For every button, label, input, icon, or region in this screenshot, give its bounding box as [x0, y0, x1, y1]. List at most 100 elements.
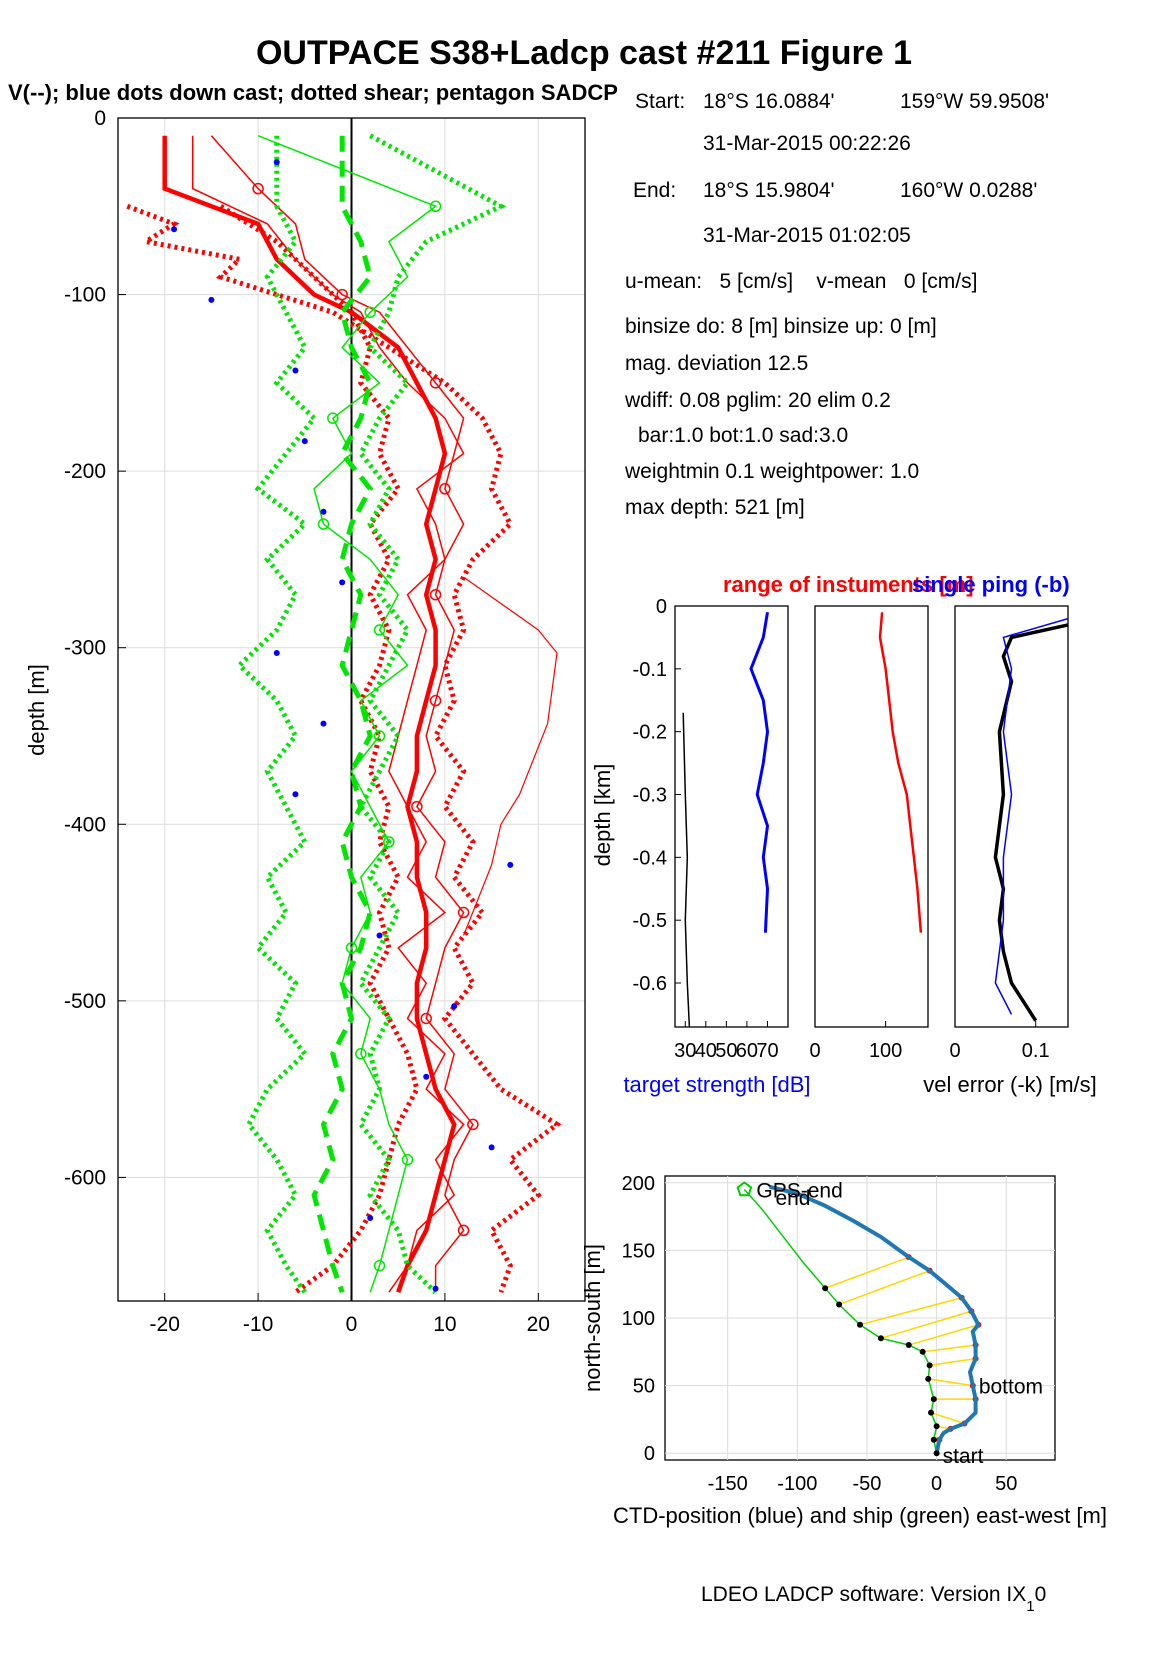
weights-bar: bar:1.0 bot:1.0 sad:3.0	[638, 424, 848, 447]
link-line	[922, 1344, 976, 1353]
sadcp-pentagon	[401, 1153, 414, 1166]
panel-series	[682, 712, 691, 1028]
series-u-thin-1	[191, 135, 465, 1293]
blue-dot	[423, 1073, 430, 1080]
panel-ytick-label: -0.2	[633, 722, 667, 744]
blue-dot	[208, 296, 215, 303]
main-ytick-label: -600	[64, 1166, 106, 1189]
blue-dot	[376, 932, 383, 939]
panel-xtick-label: 100	[869, 1040, 902, 1062]
pos-xtick-label: -50	[853, 1473, 882, 1495]
main-xtick-label: -20	[150, 1313, 180, 1336]
panel-ytick-label: -0.5	[633, 910, 667, 932]
series-v-thin	[257, 135, 438, 1293]
link-line	[929, 1357, 976, 1367]
figure-subtitle: V(--); blue dots down cast; dotted shear…	[8, 80, 618, 105]
panel-xtick-label: 60	[736, 1040, 758, 1062]
blue-dot	[171, 226, 178, 233]
blue-dot	[273, 159, 280, 166]
ve-xlabel: vel error (-k) [m/s]	[923, 1072, 1097, 1097]
pos-xtick-label: -100	[777, 1473, 817, 1495]
sadcp-pentagon	[467, 1118, 479, 1131]
series-u-dotted-1	[126, 203, 562, 1294]
panel-series	[994, 617, 1069, 1015]
panel-ytick-label: -0.4	[633, 847, 667, 869]
blue-dot	[507, 861, 514, 868]
ship-marker	[877, 1335, 884, 1342]
main-ytick-label: 0	[94, 107, 106, 130]
ship-marker	[919, 1348, 926, 1355]
ship-marker	[928, 1409, 935, 1416]
main-ytick-label: -300	[64, 637, 106, 660]
pos-ytick-label: 0	[644, 1443, 655, 1465]
start-time: 31-Mar-2015 00:22:26	[703, 132, 911, 155]
range-series	[878, 612, 923, 933]
ve-title: single ping (-b)	[912, 572, 1070, 597]
start-label: Start:	[635, 90, 685, 113]
panel-xtick-label: 30	[674, 1040, 696, 1062]
end-label: End:	[633, 179, 676, 202]
pos-ylabel: north-south [m]	[580, 1244, 605, 1392]
blue-dot	[367, 1215, 374, 1222]
blue-dot	[488, 1144, 495, 1151]
sadcp-pentagon	[317, 518, 330, 530]
panel-xtick-label: 50	[715, 1040, 737, 1062]
wdiff: wdiff: 0.08 pglim: 20 elim 0.2	[624, 389, 891, 412]
panel-xtick-label: 40	[695, 1040, 717, 1062]
sadcp-pentagon	[373, 1259, 386, 1272]
sadcp-pentagon	[457, 1224, 470, 1237]
footer-text: LDEO LADCP software: Version IX	[701, 1583, 1026, 1606]
pos-ytick-label: 50	[633, 1376, 655, 1398]
panel-ytick-label: -0.6	[633, 973, 667, 995]
ship-marker	[926, 1362, 933, 1369]
pos-ytick-label: 150	[622, 1240, 655, 1262]
main-xtick-label: 10	[433, 1313, 456, 1336]
sadcp-pentagon	[429, 200, 442, 213]
end-label: end	[775, 1187, 810, 1210]
start-label: start	[943, 1445, 984, 1468]
sadcp-pentagon	[355, 1048, 367, 1060]
pos-xlabel: CTD-position (blue) and ship (green) eas…	[613, 1503, 1107, 1528]
link-line	[908, 1324, 979, 1346]
range-ticks: 0 100	[809, 1021, 902, 1062]
link-line	[930, 1411, 965, 1425]
footer-tail: 0	[1035, 1583, 1047, 1606]
mag-deviation: mag. deviation 12.5	[625, 352, 808, 375]
panel-series	[749, 612, 770, 933]
end-lon: 160°W 0.0288'	[900, 179, 1037, 202]
panel-ytick-label: 0	[656, 596, 667, 618]
sadcp-pentagon	[364, 306, 376, 318]
main-ytick-label: -100	[64, 284, 106, 307]
start-lat: 18°S 16.0884'	[703, 90, 835, 113]
sadcp-pentagon	[429, 694, 442, 707]
sadcp-pentagon	[439, 483, 451, 495]
panel-series	[878, 612, 923, 933]
pos-ytick-label: 200	[622, 1173, 655, 1195]
start-lon: 159°W 59.9508'	[900, 90, 1049, 113]
main-xtick-label: 20	[527, 1313, 550, 1336]
link-line	[838, 1269, 930, 1306]
sadcp-pentagon	[373, 730, 386, 742]
link-line	[824, 1256, 910, 1289]
ship-marker	[925, 1375, 932, 1382]
link-line	[880, 1310, 972, 1340]
sadcp-pentagon	[345, 942, 358, 954]
panel-ytick-label: -0.1	[633, 659, 667, 681]
blue-dot	[273, 649, 280, 656]
ts-ylabel: depth [km]	[590, 764, 615, 867]
main-ytick-label: -500	[64, 990, 106, 1013]
ship-marker	[836, 1301, 843, 1308]
sadcp-pentagon	[457, 906, 470, 919]
ve-ticks: 0 0.1	[949, 1021, 1050, 1062]
panel-ytick-label: -0.3	[633, 785, 667, 807]
main-series	[126, 118, 562, 1301]
weights: weightmin 0.1 weightpower: 1.0	[624, 460, 919, 483]
blue-dot	[301, 438, 308, 445]
sadcp-pentagon	[327, 412, 339, 424]
pos-xtick-label: 0	[931, 1473, 942, 1495]
ts-xlabel: target strength [dB]	[623, 1072, 810, 1097]
